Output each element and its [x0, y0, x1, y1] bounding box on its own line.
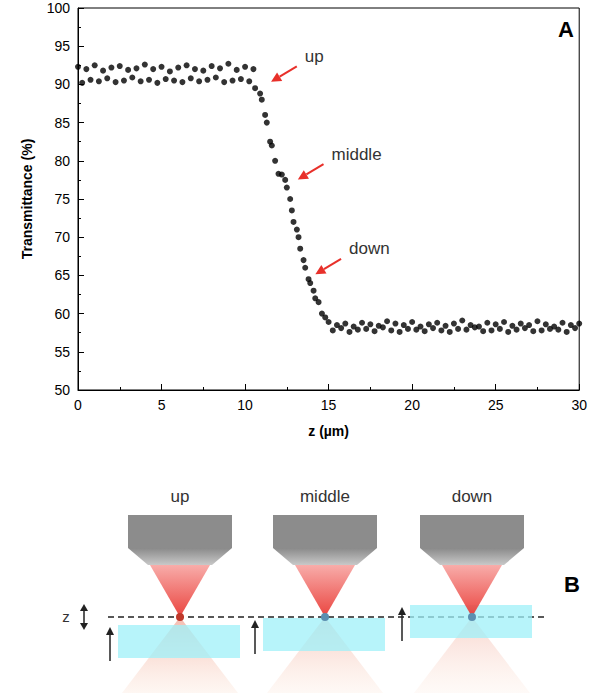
svg-text:z: z [62, 608, 70, 625]
svg-text:middle: middle [332, 145, 382, 164]
svg-text:75: 75 [54, 191, 70, 207]
svg-text:B: B [564, 572, 580, 597]
svg-text:down: down [452, 487, 493, 506]
svg-text:down: down [349, 239, 390, 258]
svg-text:10: 10 [237, 397, 253, 413]
svg-text:70: 70 [54, 229, 70, 245]
svg-text:Transmittance (%): Transmittance (%) [19, 139, 35, 260]
svg-text:0: 0 [74, 397, 82, 413]
svg-text:25: 25 [488, 397, 504, 413]
svg-text:50: 50 [54, 382, 70, 398]
svg-text:up: up [305, 47, 324, 66]
svg-text:100: 100 [47, 0, 71, 16]
svg-text:15: 15 [321, 397, 337, 413]
svg-text:95: 95 [54, 38, 70, 54]
svg-text:up: up [171, 487, 190, 506]
svg-text:85: 85 [54, 115, 70, 131]
svg-text:middle: middle [300, 487, 350, 506]
svg-text:A: A [558, 17, 574, 42]
svg-text:z (µm): z (µm) [308, 423, 349, 439]
svg-text:60: 60 [54, 306, 70, 322]
svg-text:90: 90 [54, 76, 70, 92]
svg-text:30: 30 [571, 397, 587, 413]
svg-text:5: 5 [158, 397, 166, 413]
svg-text:55: 55 [54, 344, 70, 360]
svg-text:65: 65 [54, 267, 70, 283]
svg-text:80: 80 [54, 153, 70, 169]
svg-text:20: 20 [404, 397, 420, 413]
